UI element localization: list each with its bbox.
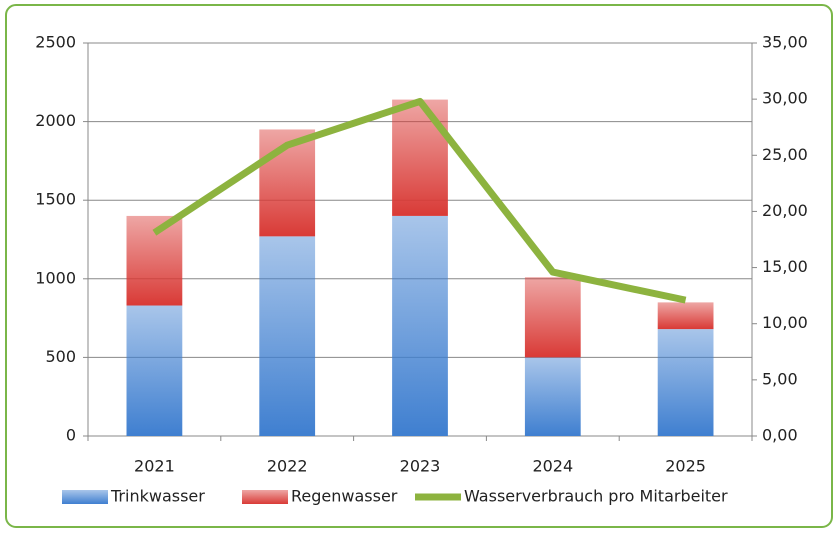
bar [392,99,448,216]
y2-tick-label: 35,00 [762,33,808,52]
bar [524,357,581,436]
y-tick-label: 1500 [35,190,76,209]
bar [392,215,448,436]
y-tick-label: 2500 [35,33,76,52]
y2-tick-label: 15,00 [762,257,808,276]
bar [524,277,581,358]
bar [259,236,316,436]
y2-tick-label: 0,00 [762,426,798,445]
y2-tick-label: 5,00 [762,369,798,388]
line [152,97,687,304]
y2-tick-label: 25,00 [762,145,808,164]
y-tick-label: 500 [45,347,76,366]
y2-tick-label: 30,00 [762,89,808,108]
x-tick-label: 2021 [134,457,175,476]
bar [126,305,183,436]
x-tick-label: 2023 [400,457,441,476]
x-tick-label: 2022 [267,457,308,476]
legend-swatch [62,490,108,504]
y-tick-label: 1000 [35,268,76,287]
x-tick-label: 2025 [665,457,706,476]
y-tick-label: 2000 [35,111,76,130]
legend-label: Trinkwasser [110,487,205,506]
y2-tick-label: 10,00 [762,313,808,332]
x-tick-label: 2024 [532,457,573,476]
legend-label: Wasserverbrauch pro Mitarbeiter [464,487,728,506]
y-tick-label: 0 [66,426,76,445]
legend-swatch [242,490,288,504]
legend-label: Regenwasser [291,487,398,506]
bar [657,329,714,436]
y2-tick-label: 20,00 [762,201,808,220]
bar [657,302,714,330]
